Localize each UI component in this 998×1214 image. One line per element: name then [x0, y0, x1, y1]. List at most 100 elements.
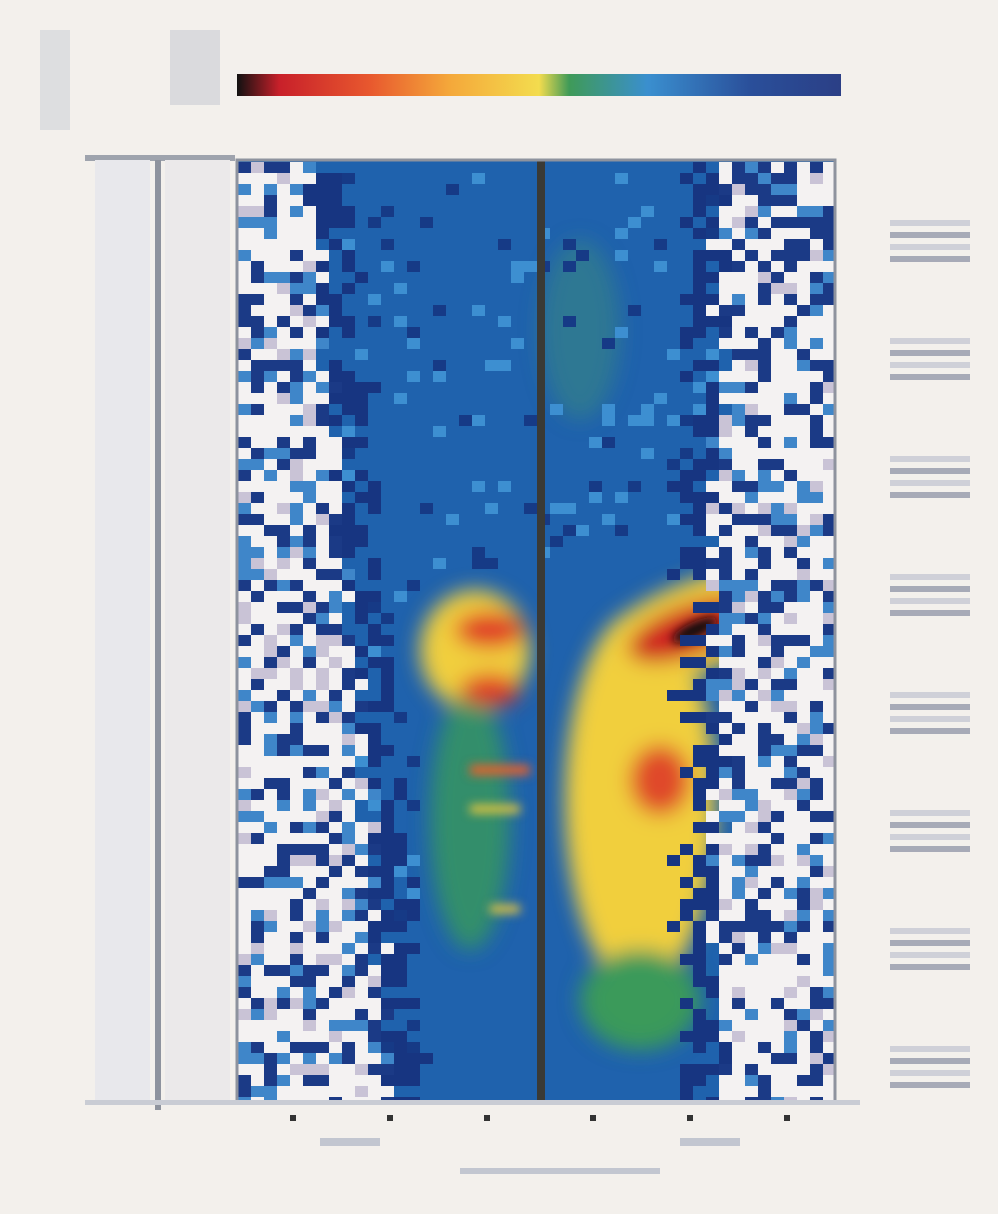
cell	[407, 943, 420, 954]
cell	[381, 910, 394, 921]
cell	[251, 1009, 264, 1020]
cell	[758, 602, 771, 613]
cell	[277, 987, 290, 998]
cell	[316, 866, 329, 877]
cell	[290, 888, 303, 899]
cell	[589, 492, 602, 503]
cell	[732, 448, 745, 459]
cell	[758, 613, 771, 624]
cell	[277, 756, 290, 767]
cell	[277, 921, 290, 932]
cell	[264, 987, 277, 998]
cell	[238, 1086, 251, 1097]
cell	[771, 1064, 784, 1075]
cell	[797, 690, 810, 701]
cell	[303, 415, 316, 426]
cell	[745, 195, 758, 206]
cell	[290, 195, 303, 206]
cell	[342, 1053, 355, 1064]
cell	[797, 998, 810, 1009]
cell	[251, 756, 264, 767]
cell	[810, 789, 823, 800]
cell	[524, 261, 537, 272]
cell	[771, 195, 784, 206]
cell	[342, 712, 355, 723]
cell	[277, 789, 290, 800]
cell	[693, 965, 706, 976]
cell	[277, 1009, 290, 1020]
cell	[303, 272, 316, 283]
cell	[277, 547, 290, 558]
cell	[810, 921, 823, 932]
cell	[316, 899, 329, 910]
cell	[342, 778, 355, 789]
cell	[719, 701, 732, 712]
cell	[680, 844, 693, 855]
cell	[758, 635, 771, 646]
cell	[381, 1064, 394, 1075]
cell	[693, 250, 706, 261]
cell	[277, 833, 290, 844]
cell	[407, 371, 420, 382]
cell	[771, 349, 784, 360]
cell	[238, 734, 251, 745]
cell	[498, 316, 511, 327]
cell	[680, 1031, 693, 1042]
cell	[251, 954, 264, 965]
cell	[667, 514, 680, 525]
cell	[732, 1064, 745, 1075]
cell	[758, 184, 771, 195]
figure	[0, 0, 998, 1214]
cell	[797, 701, 810, 712]
cell	[784, 492, 797, 503]
cell	[251, 635, 264, 646]
cell	[745, 789, 758, 800]
cell	[472, 415, 485, 426]
cell	[251, 811, 264, 822]
cell	[329, 910, 342, 921]
cell	[810, 360, 823, 371]
cell	[797, 976, 810, 987]
cell	[771, 228, 784, 239]
cell	[719, 1009, 732, 1020]
cell	[719, 426, 732, 437]
cell	[368, 976, 381, 987]
cell	[329, 800, 342, 811]
cell	[706, 844, 719, 855]
cell	[810, 591, 823, 602]
cell	[303, 448, 316, 459]
cell	[719, 503, 732, 514]
cell	[641, 415, 654, 426]
cell	[693, 404, 706, 415]
cell	[797, 228, 810, 239]
cell	[316, 624, 329, 635]
cell	[316, 305, 329, 316]
cell	[407, 888, 420, 899]
cell	[745, 1053, 758, 1064]
cell	[290, 283, 303, 294]
cell	[355, 1053, 368, 1064]
cell	[771, 1053, 784, 1064]
cell	[342, 910, 355, 921]
cell	[303, 173, 316, 184]
cell	[758, 976, 771, 987]
cell	[342, 866, 355, 877]
cell	[238, 272, 251, 283]
cell	[732, 217, 745, 228]
cell	[238, 261, 251, 272]
cell	[238, 899, 251, 910]
cell	[797, 712, 810, 723]
cell	[719, 712, 732, 723]
cell	[797, 206, 810, 217]
cell	[732, 470, 745, 481]
cell	[238, 184, 251, 195]
cell	[381, 855, 394, 866]
cell	[251, 822, 264, 833]
cell	[290, 833, 303, 844]
cell	[732, 327, 745, 338]
cell	[706, 822, 719, 833]
cell	[238, 228, 251, 239]
cell	[784, 404, 797, 415]
cell	[797, 1042, 810, 1053]
cell	[303, 492, 316, 503]
